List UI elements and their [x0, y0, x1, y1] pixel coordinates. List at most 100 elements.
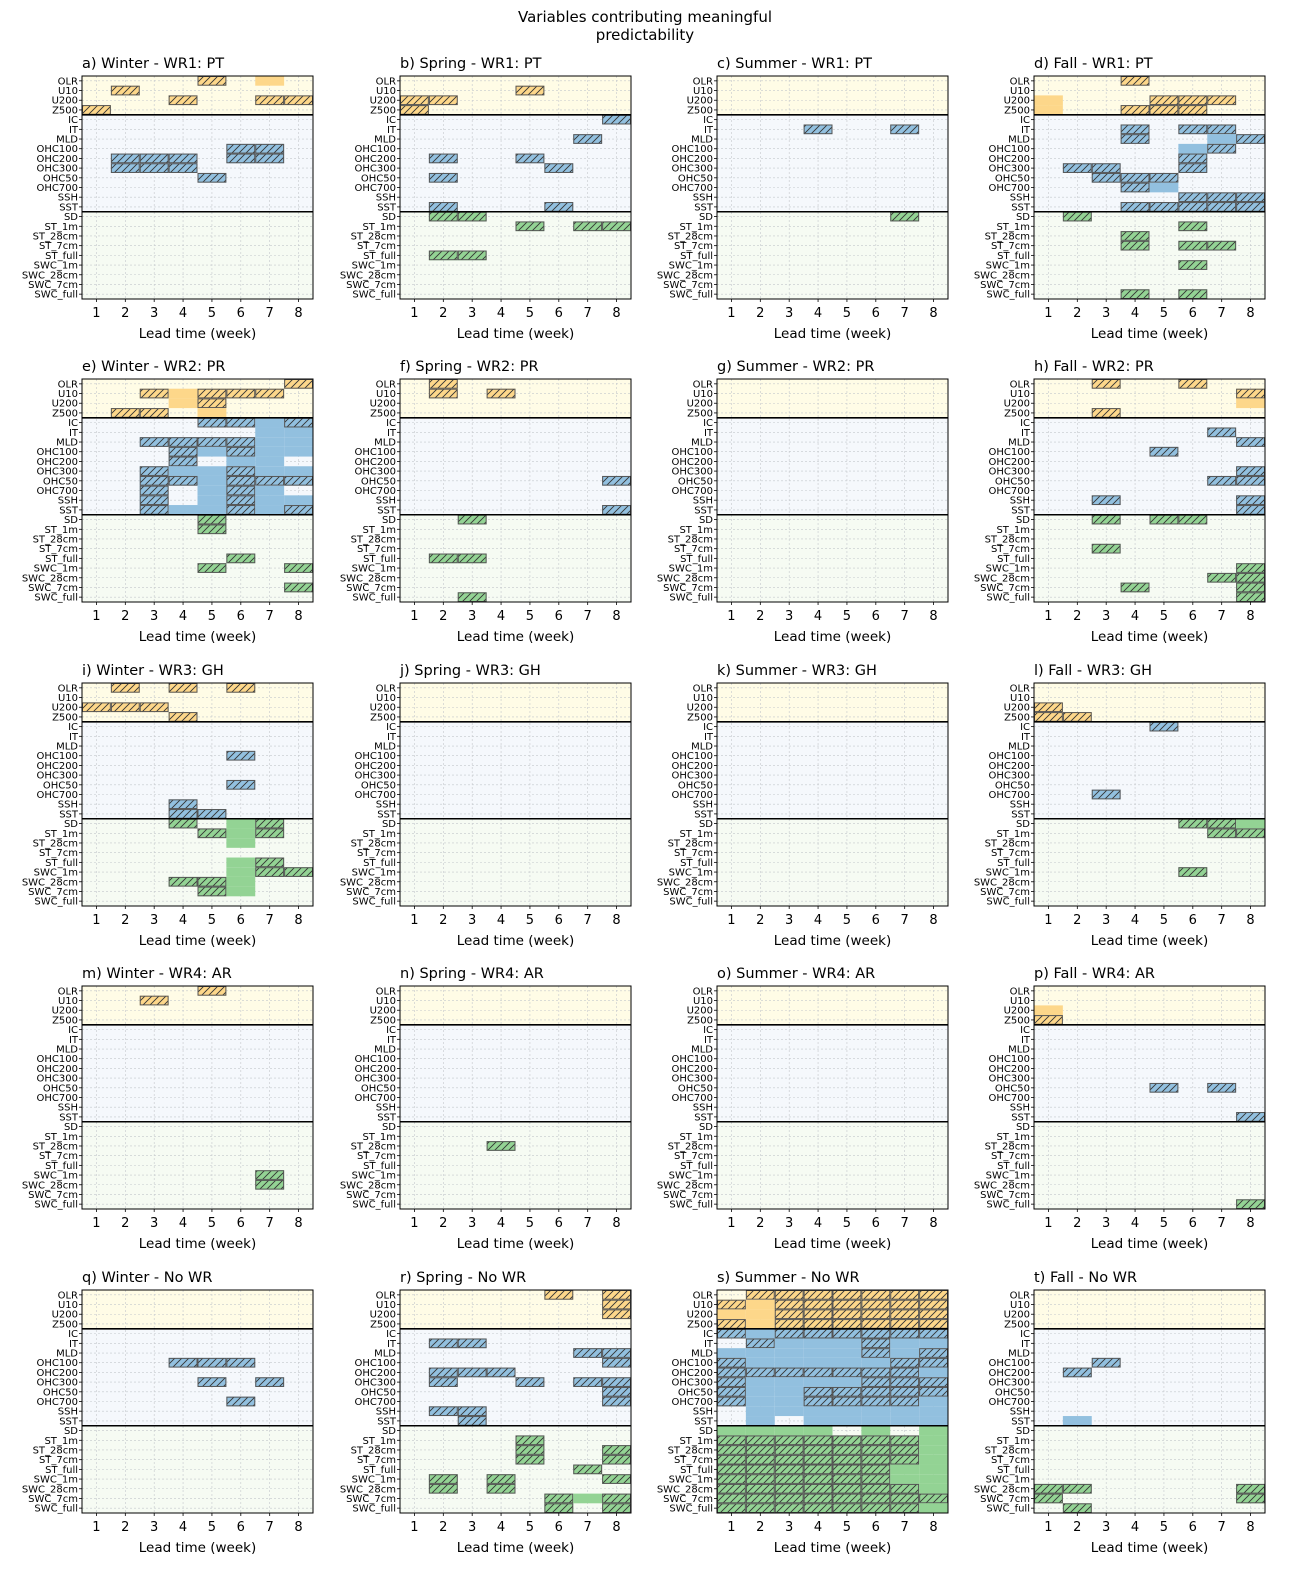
data-cell-hatch [832, 1396, 862, 1407]
data-cell [803, 1338, 833, 1349]
y-tick-label: OHC200 [989, 761, 1030, 772]
data-cell [832, 1338, 862, 1349]
y-tick-label: SWC_1m [669, 1475, 713, 1486]
y-tick-label: SST [59, 202, 79, 213]
x-tick-label: 6 [555, 609, 563, 624]
data-cell-hatch [803, 1503, 833, 1513]
data-cell-hatch [1034, 1483, 1063, 1494]
y-tick-label: SWC_1m [986, 261, 1030, 272]
data-cell-hatch [1120, 202, 1150, 212]
x-tick-label: 7 [266, 1216, 274, 1231]
y-tick-label: OHC200 [37, 1064, 78, 1075]
data-cell [226, 838, 256, 848]
y-tick-label: OHC300 [989, 1074, 1030, 1085]
y-tick-label: OHC700 [355, 486, 396, 497]
y-tick-label: OLR [376, 76, 396, 87]
y-tick-label: SST [694, 809, 714, 820]
y-tick-label: SST [377, 505, 397, 516]
y-tick-label: ST_7cm [357, 544, 396, 555]
data-cell-hatch [1062, 712, 1092, 722]
x-tick-label: 5 [208, 913, 216, 928]
data-cell-hatch [1207, 240, 1237, 251]
y-tick-label: IC [1020, 1329, 1030, 1340]
x-axis-label: Lead time (week) [774, 1236, 892, 1252]
y-tick-label: ST_full [363, 1161, 396, 1172]
data-cell-hatch [745, 1483, 775, 1494]
panel: c) Summer - WR1: PT OLRU10U200Z500ICITMLD… [657, 56, 949, 342]
y-tick-label: IT [704, 1035, 714, 1046]
y-tick-label: SWC_7cm [28, 1494, 78, 1505]
data-cell-hatch [832, 1319, 862, 1329]
y-tick-label: OHC200 [672, 1368, 713, 1379]
y-tick-label: SWC_full [34, 593, 78, 604]
data-cell-hatch [428, 379, 458, 389]
x-tick-label: 5 [843, 1216, 851, 1231]
data-cell-hatch [82, 105, 111, 115]
data-cell [197, 446, 227, 457]
panel-title: c) Summer - WR1: PT [717, 56, 872, 72]
y-tick-label: OHC200 [989, 154, 1030, 165]
y-tick-label: U200 [1004, 399, 1030, 410]
y-tick-label: SST [694, 1416, 714, 1427]
data-cell [745, 1299, 775, 1310]
data-cell-hatch [197, 437, 227, 447]
panel: h) Fall - WR2: PROLRU10U200Z500ICITMLDOH… [974, 359, 1266, 645]
panel-title: n) Spring - WR4: AR [400, 966, 544, 982]
y-tick-label: IC [1020, 722, 1030, 733]
data-cell-hatch [168, 475, 198, 486]
data-cell [832, 1406, 862, 1417]
panel-title: q) Winter - No WR [82, 1270, 212, 1286]
data-cell-hatch [1178, 202, 1208, 212]
y-tick-label: ST_28cm [985, 1445, 1030, 1456]
data-cell [745, 1416, 775, 1426]
data-cell-hatch [168, 446, 198, 457]
x-tick-label: 4 [497, 306, 505, 321]
data-cell [168, 505, 198, 515]
data-cell-hatch [1236, 437, 1265, 447]
data-cell [919, 1474, 948, 1484]
y-tick-label: OLR [376, 986, 396, 997]
y-tick-label: SWC_28cm [340, 1180, 396, 1191]
data-cell-hatch [717, 1483, 746, 1494]
x-tick-label: 4 [1131, 1216, 1139, 1231]
x-tick-label: 1 [1044, 1216, 1052, 1231]
y-tick-label: U10 [376, 693, 396, 704]
y-tick-label: SSH [1010, 496, 1030, 507]
data-cell-hatch [139, 495, 169, 506]
y-tick-label: MLD [1008, 1349, 1030, 1360]
y-tick-label: IT [1021, 1339, 1031, 1350]
data-cell [861, 1416, 891, 1426]
y-tick-label: SWC_28cm [974, 1180, 1030, 1191]
group-band [400, 417, 631, 515]
x-tick-label: 8 [612, 306, 620, 321]
y-tick-label: ST_28cm [668, 1141, 713, 1152]
panel-title: b) Spring - WR1: PT [400, 56, 542, 72]
data-cell-hatch [602, 1290, 631, 1300]
x-tick-label: 2 [1073, 1520, 1081, 1535]
y-tick-label: OHC100 [672, 144, 713, 155]
y-tick-label: IT [1021, 428, 1031, 439]
y-tick-label: MLD [691, 742, 713, 753]
y-tick-label: SWC_7cm [346, 1494, 396, 1505]
data-cell [284, 466, 313, 476]
data-cell-hatch [457, 1338, 487, 1349]
y-tick-label: OLR [1010, 683, 1030, 694]
y-tick-label: IC [703, 418, 713, 429]
y-tick-label: OLR [693, 986, 713, 997]
x-axis-label: Lead time (week) [457, 629, 575, 645]
y-tick-label: OHC200 [672, 1064, 713, 1075]
y-tick-label: ST_full [363, 554, 396, 565]
data-cell-hatch [602, 1493, 631, 1504]
data-cell [745, 1319, 775, 1329]
y-tick-label: U10 [376, 389, 396, 400]
x-tick-label: 3 [150, 306, 158, 321]
data-cell-hatch [226, 553, 256, 564]
data-cell-hatch [1236, 1493, 1265, 1504]
y-tick-label: OHC700 [672, 183, 713, 194]
y-tick-label: OLR [58, 76, 78, 87]
x-tick-label: 1 [410, 913, 418, 928]
y-tick-label: ST_full [45, 1465, 78, 1476]
y-tick-label: ST_1m [44, 1436, 78, 1447]
y-tick-label: U200 [370, 96, 396, 107]
data-cell [255, 456, 285, 467]
